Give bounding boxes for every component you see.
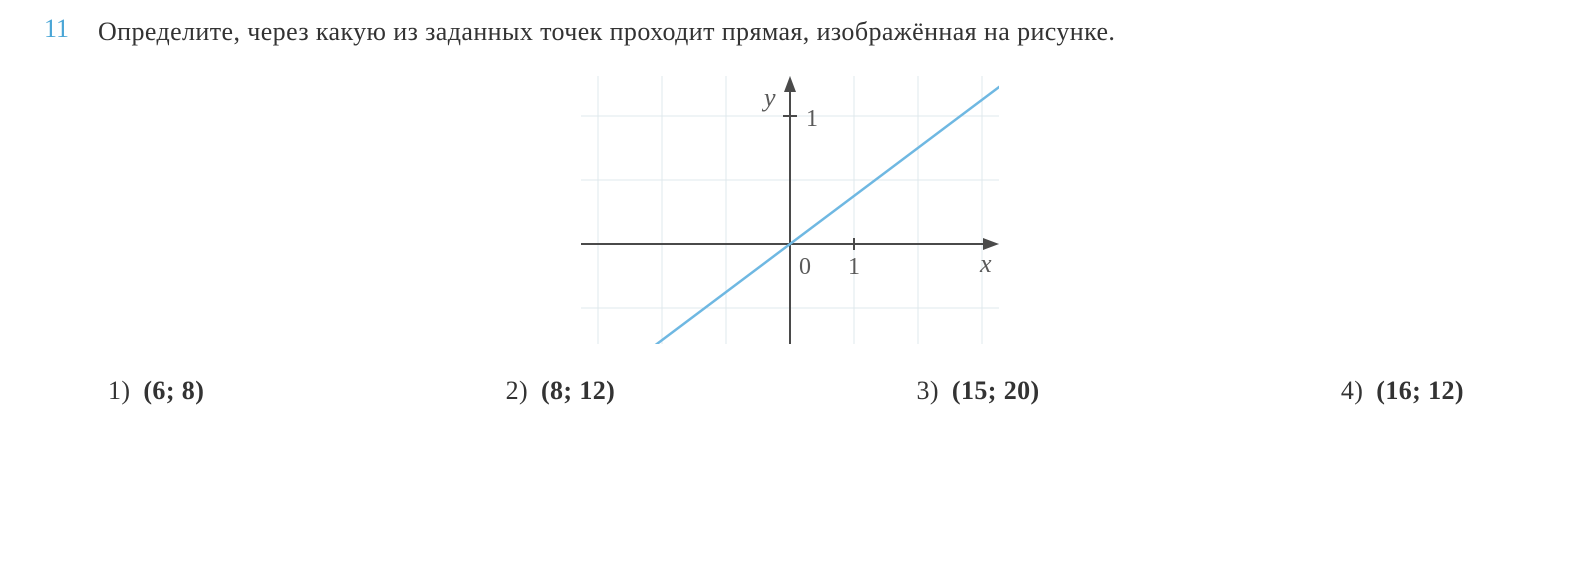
answer-index: 1) xyxy=(108,376,130,405)
answer-coords: (16; 12) xyxy=(1376,376,1464,405)
x-axis-label: x xyxy=(979,249,992,278)
answer-option-3: 3) (15; 20) xyxy=(917,376,1040,406)
problem-row: 11 Определите, через какую из заданных т… xyxy=(44,12,1536,52)
answer-coords: (15; 20) xyxy=(952,376,1040,405)
ytick-1: 1 xyxy=(806,106,818,132)
answer-index: 3) xyxy=(917,376,939,405)
answer-option-4: 4) (16; 12) xyxy=(1341,376,1464,406)
answer-index: 4) xyxy=(1341,376,1363,405)
answer-option-1: 1) (6; 8) xyxy=(108,376,204,406)
answer-coords: (8; 12) xyxy=(541,376,615,405)
answer-index: 2) xyxy=(506,376,528,405)
y-axis-label: y xyxy=(761,83,776,112)
answer-coords: (6; 8) xyxy=(143,376,204,405)
answers-row: 1) (6; 8) 2) (8; 12) 3) (15; 20) 4) (16;… xyxy=(44,376,1536,406)
answer-option-2: 2) (8; 12) xyxy=(506,376,616,406)
problem-number: 11 xyxy=(44,12,98,44)
problem-text: Определите, через какую из заданных точе… xyxy=(98,12,1536,52)
origin-label: 0 xyxy=(799,254,811,280)
chart-container: y x 1 1 0 xyxy=(44,76,1536,344)
line-chart: y x 1 1 0 xyxy=(581,76,999,344)
xtick-1: 1 xyxy=(848,254,860,280)
